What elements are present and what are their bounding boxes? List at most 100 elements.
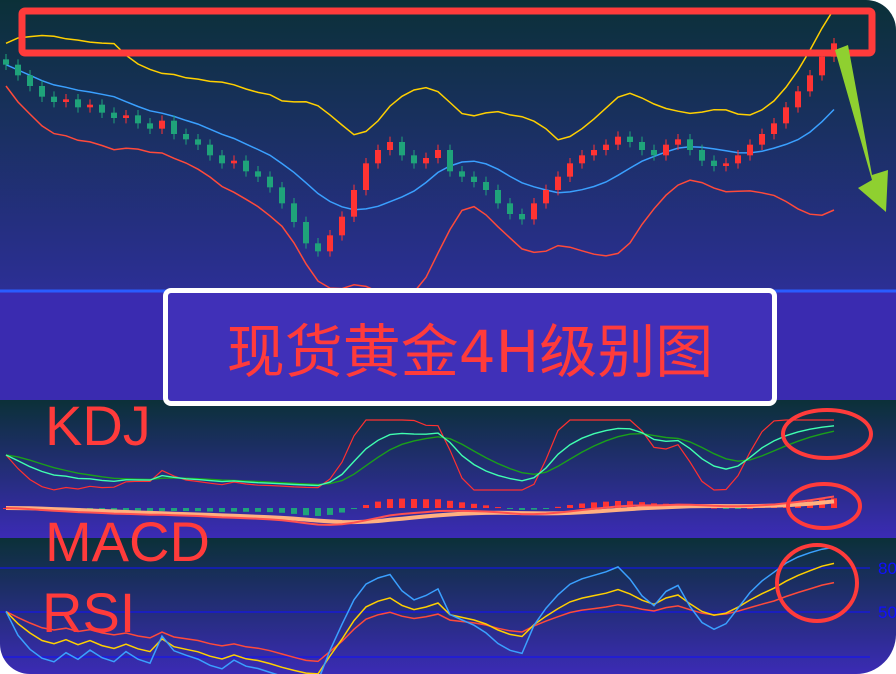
candle-body <box>255 171 261 177</box>
macd-bar <box>339 508 345 513</box>
candle-body <box>507 203 513 214</box>
candle-body <box>111 112 117 118</box>
candle-body <box>183 134 189 140</box>
macd-bar <box>555 506 561 508</box>
candle-body <box>603 144 609 150</box>
kdj-j-line <box>5 419 834 491</box>
candle-body <box>579 155 585 164</box>
candle-body <box>279 187 285 204</box>
kdj-k-line <box>5 425 835 487</box>
candle-body <box>471 176 477 182</box>
candle-body <box>639 142 645 150</box>
down-arrow-icon <box>835 45 888 212</box>
macd-bar <box>423 499 429 508</box>
candle-body <box>651 150 657 156</box>
macd-bar <box>327 508 333 515</box>
macd-bar <box>123 508 129 512</box>
macd-bar <box>243 508 249 512</box>
candle-body <box>663 144 669 156</box>
candle-body <box>303 222 309 244</box>
macd-bar <box>291 508 297 514</box>
macd-bar <box>447 500 453 508</box>
macd-bar <box>483 505 489 508</box>
candle-body <box>51 96 57 102</box>
macd-bar <box>171 508 177 512</box>
macd-bar <box>159 508 165 511</box>
rsi-label: RSI <box>42 581 136 644</box>
rsi-tick-80: 80 <box>878 559 896 578</box>
macd-bar <box>711 507 717 509</box>
candle-body <box>291 203 297 222</box>
candle-body <box>351 190 357 217</box>
macd-bar <box>399 498 405 508</box>
macd-bar <box>231 508 237 512</box>
candle-body <box>567 163 573 177</box>
chart-title: 现货黄金4H级别图 <box>226 318 714 386</box>
candle-body <box>339 216 345 236</box>
candle-body <box>687 139 693 150</box>
candle-body <box>315 243 321 252</box>
candle-body <box>783 107 789 124</box>
macd-bar <box>135 508 141 512</box>
candle-body <box>495 190 501 204</box>
candle-body <box>75 99 81 108</box>
highlight-rect <box>18 7 876 57</box>
candle-body <box>171 120 177 134</box>
main-panel-bg <box>0 0 896 290</box>
macd-bar <box>351 508 357 510</box>
candle-body <box>15 64 21 76</box>
macd-bar <box>567 505 573 508</box>
candle-body <box>807 75 813 92</box>
macd-bar <box>507 508 513 509</box>
macd-bar <box>471 503 477 508</box>
macd-bar <box>603 501 609 508</box>
candle-body <box>375 150 381 164</box>
macd-label: MACD <box>45 510 210 573</box>
candle-body <box>747 144 753 156</box>
macd-bar <box>723 508 729 509</box>
macd-bar <box>183 508 189 512</box>
candle-body <box>555 176 561 190</box>
macd-bar <box>315 508 321 517</box>
candle-body <box>435 150 441 158</box>
candle-body <box>771 123 777 134</box>
candle-body <box>447 150 453 172</box>
candle-body <box>195 139 201 145</box>
candle-body <box>819 56 825 76</box>
kdj-label: KDJ <box>45 394 151 457</box>
candle-body <box>483 182 489 190</box>
macd-bar <box>195 508 201 512</box>
candle-body <box>387 142 393 150</box>
candle-body <box>399 142 405 156</box>
candle-body <box>519 214 525 220</box>
macd-bar <box>615 500 621 508</box>
candle-body <box>3 59 9 65</box>
highlight-ellipse-kdj <box>781 408 873 460</box>
highlight-ellipse-rsi <box>775 543 859 623</box>
macd-bar <box>435 499 441 508</box>
macd-bar <box>531 508 537 510</box>
macd-dif-line <box>5 495 835 526</box>
candle-body <box>615 136 621 145</box>
candle-body <box>795 91 801 108</box>
candle-body <box>267 176 273 188</box>
macd-bar <box>495 507 501 509</box>
candle-body <box>135 115 141 124</box>
macd-bar <box>459 502 465 508</box>
candle-body <box>159 120 165 129</box>
macd-bar <box>303 508 309 516</box>
candle-body <box>411 155 417 164</box>
macd-bar <box>543 508 549 509</box>
macd-bar <box>363 504 369 508</box>
candle-body <box>423 158 429 164</box>
candle-body <box>675 139 681 145</box>
title-box: 现货黄金4H级别图 <box>163 288 777 406</box>
candle-body <box>27 75 33 86</box>
boll-mid-line <box>5 64 835 211</box>
macd-bar <box>147 508 153 512</box>
macd-bar <box>411 498 417 508</box>
candle-body <box>147 123 153 129</box>
candle-body <box>99 104 105 113</box>
candle-body <box>363 163 369 190</box>
